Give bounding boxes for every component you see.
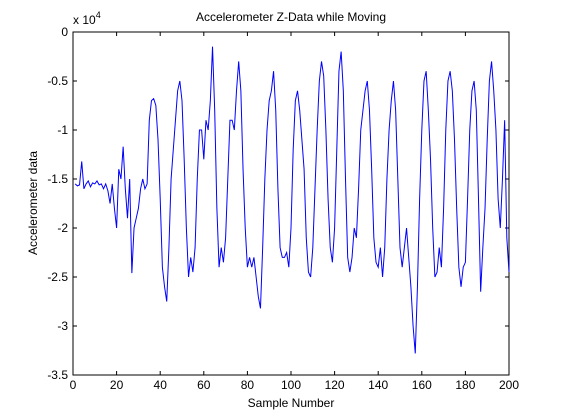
y-tick-label: -2.5 bbox=[47, 270, 68, 284]
x-tick-label: 140 bbox=[368, 378, 388, 392]
y-tick-label: -1.5 bbox=[47, 172, 68, 186]
x-tick-label: 200 bbox=[499, 378, 519, 392]
x-tick-label: 20 bbox=[110, 378, 124, 392]
x-axis-label: Sample Number bbox=[248, 396, 335, 410]
y-tick-label: -3 bbox=[57, 319, 68, 333]
x-tick-label: 180 bbox=[455, 378, 475, 392]
chart-title: Accelerometer Z-Data while Moving bbox=[196, 10, 386, 24]
x-tick-label: 0 bbox=[70, 378, 77, 392]
y-axis-label: Accelerometer data bbox=[26, 151, 40, 255]
x-tick-label: 100 bbox=[281, 378, 301, 392]
y-tick-label: -3.5 bbox=[47, 368, 68, 382]
x-tick-label: 60 bbox=[197, 378, 211, 392]
x-tick-label: 80 bbox=[241, 378, 255, 392]
multiplier-exponent: 4 bbox=[96, 10, 101, 20]
y-tick-label: -2 bbox=[57, 221, 68, 235]
y-multiplier: x 104 bbox=[73, 10, 101, 27]
plot-area bbox=[72, 31, 510, 376]
y-tick-label: -0.5 bbox=[47, 74, 68, 88]
x-tick-label: 160 bbox=[412, 378, 432, 392]
x-tick-label: 40 bbox=[154, 378, 168, 392]
y-tick-label: 0 bbox=[61, 25, 68, 39]
data-line bbox=[74, 46, 510, 354]
x-tick-label: 120 bbox=[325, 378, 345, 392]
multiplier-base: x 10 bbox=[73, 13, 96, 27]
y-tick-label: -1 bbox=[57, 123, 68, 137]
